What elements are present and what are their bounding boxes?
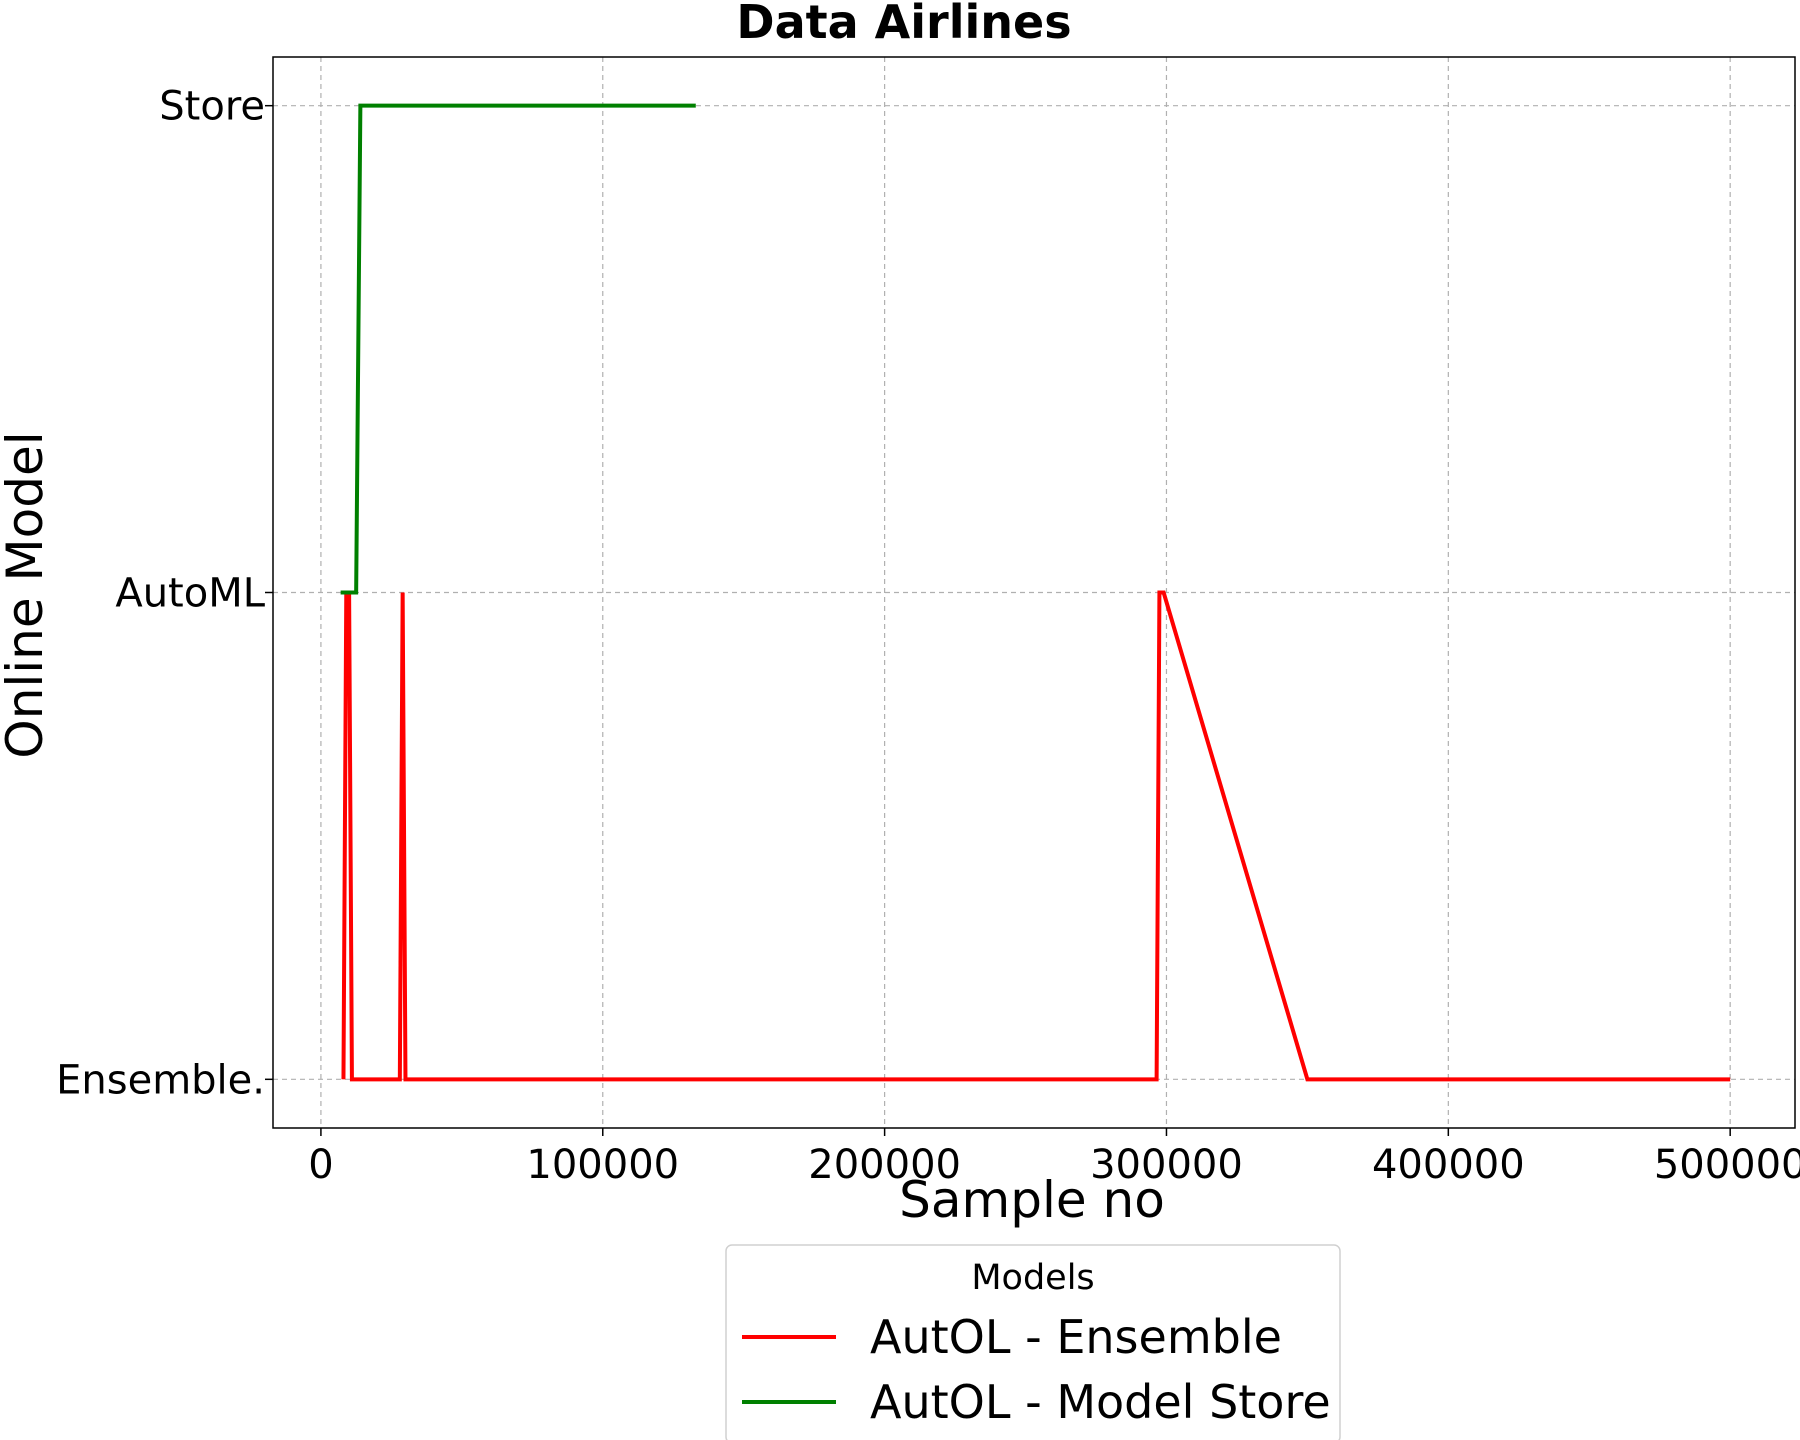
series-lines: [340, 103, 1731, 1082]
x-tick-label: 100000: [526, 1142, 679, 1188]
series-line-2: [340, 103, 696, 595]
x-tick-label: 0: [308, 1142, 333, 1188]
legend-entries: AutOL - Ensemble AutOL - Model Store: [742, 1310, 1331, 1429]
y-tick-label: Store: [159, 84, 265, 130]
legend-label-1: AutOL - Ensemble: [870, 1310, 1282, 1364]
y-axis-label: Online Model: [0, 431, 54, 758]
y-axis-ticks: Ensemble. AutoML Store: [56, 84, 273, 1103]
x-tick-label: 200000: [808, 1142, 961, 1188]
x-tick-label: 500000: [1654, 1142, 1800, 1188]
y-tick-label: AutoML: [115, 571, 265, 617]
x-tick-label: 400000: [1372, 1142, 1525, 1188]
legend-title: Models: [971, 1258, 1094, 1298]
x-axis-label: Sample no: [899, 1171, 1165, 1229]
x-axis-ticks: 0 100000 200000 300000 400000 500000: [308, 1128, 1800, 1188]
y-tick-label: Ensemble.: [56, 1057, 265, 1103]
chart-title: Data Airlines: [736, 0, 1071, 49]
series-line-1: [341, 590, 1731, 1082]
grid: [273, 57, 1795, 1128]
x-tick-label: 300000: [1090, 1142, 1243, 1188]
legend-label-2: AutOL - Model Store: [870, 1375, 1331, 1429]
legend-box: [725, 1244, 1341, 1440]
legend: Models AutOL - Ensemble AutOL - Model Sto…: [725, 1244, 1341, 1440]
